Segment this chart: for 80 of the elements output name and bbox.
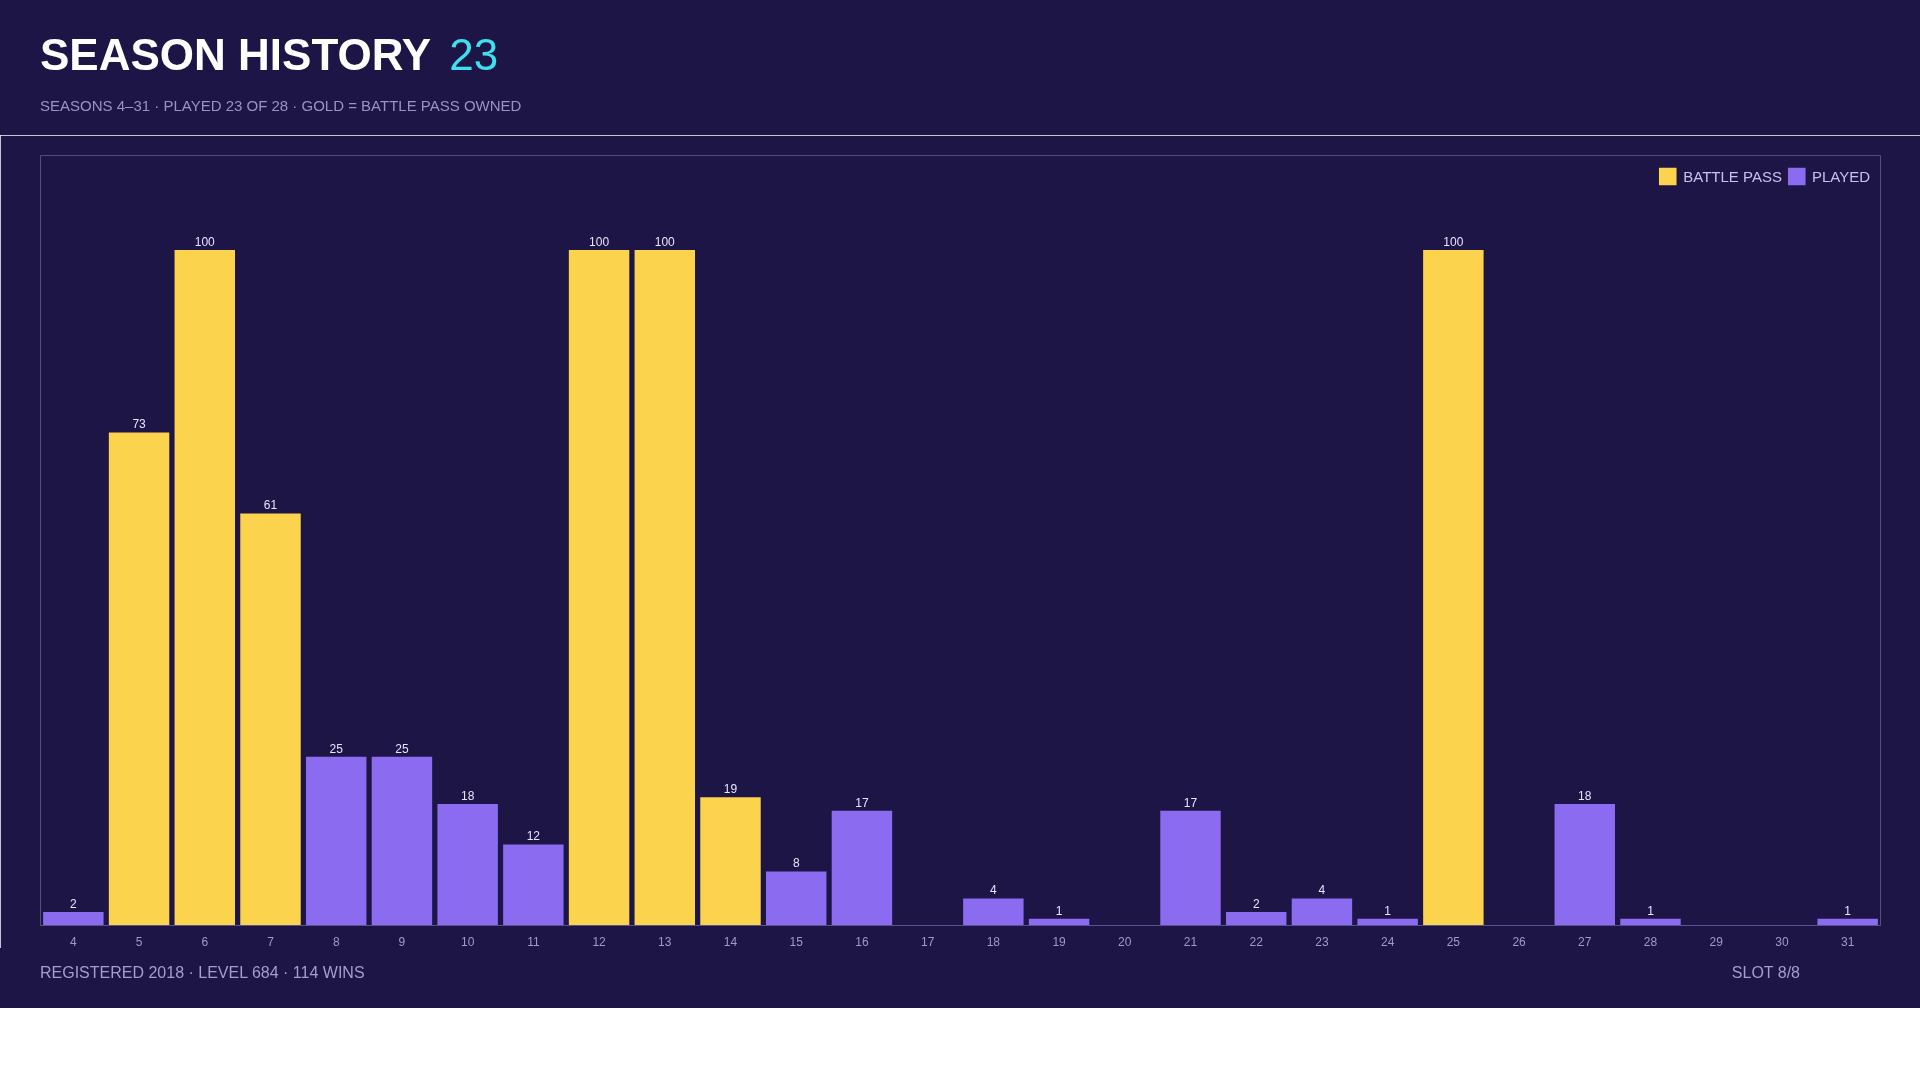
x-tick-label: 31 — [1840, 934, 1855, 949]
data-label: 100 — [194, 235, 216, 250]
x-tick-label: 16 — [855, 934, 869, 949]
x-tick-label: 25 — [1446, 934, 1461, 949]
x-tick-label: 24 — [1380, 934, 1395, 949]
bar — [1817, 918, 1878, 926]
data-label: 1 — [1055, 903, 1063, 918]
bar — [1357, 918, 1418, 926]
x-tick-label: 29 — [1709, 934, 1724, 949]
bar — [371, 756, 433, 926]
x-tick-label: 20 — [1118, 934, 1132, 949]
data-label: 18 — [460, 788, 475, 803]
x-tick-label: 10 — [460, 934, 475, 949]
x-tick-label: 7 — [267, 934, 275, 949]
data-label: 1 — [1647, 903, 1655, 918]
x-tick-label: 23 — [1315, 934, 1329, 949]
legend-label: BATTLE PASS — [1683, 167, 1782, 185]
data-label: 2 — [70, 896, 78, 911]
data-label: 100 — [589, 235, 610, 250]
x-tick-label: 9 — [398, 934, 406, 949]
data-label: 4 — [1318, 883, 1326, 898]
data-label: 1 — [1844, 903, 1852, 918]
bar — [634, 250, 696, 926]
bar — [437, 803, 498, 926]
bar — [963, 898, 1024, 926]
x-tick-label: 8 — [332, 934, 340, 949]
bar — [1423, 250, 1484, 926]
data-label: 73 — [132, 417, 147, 432]
chart-subtitle: SEASONS 4–31 · PLAYED 23 OF 28 · GOLD = BATTLE PASS OWNED — [40, 95, 522, 116]
data-label: 17 — [1183, 795, 1198, 810]
x-tick-label: 26 — [1512, 934, 1527, 949]
x-tick-label: 30 — [1775, 934, 1789, 949]
bar — [1225, 911, 1287, 926]
data-label: 25 — [329, 741, 344, 756]
bar — [568, 250, 630, 926]
x-tick-label: 5 — [135, 934, 143, 949]
bar — [503, 844, 564, 926]
x-tick-label: 28 — [1643, 934, 1658, 949]
x-tick-label: 13 — [658, 934, 672, 949]
legend-label: PLAYED — [1811, 167, 1870, 185]
bar — [1291, 898, 1353, 926]
bar — [174, 250, 236, 926]
bar — [700, 797, 761, 926]
data-label: 17 — [855, 795, 869, 810]
x-tick-label: 14 — [723, 934, 738, 949]
bar — [1620, 918, 1681, 926]
x-tick-label: 11 — [527, 934, 540, 949]
x-tick-label: 27 — [1578, 934, 1592, 949]
data-label: 1 — [1384, 903, 1392, 918]
data-label: 2 — [1252, 896, 1260, 911]
bar — [240, 513, 301, 926]
data-label: 4 — [990, 883, 998, 898]
text: 23 — [449, 30, 499, 79]
x-tick-label: 12 — [592, 934, 607, 949]
bar — [305, 756, 367, 926]
x-tick-label: 15 — [789, 934, 804, 949]
bar — [765, 871, 827, 926]
chart-title: SEASON HISTORY — [40, 30, 432, 79]
text: SLOT 8/8 — [1731, 963, 1800, 983]
x-tick-label: 6 — [201, 934, 209, 949]
x-tick-label: 4 — [70, 934, 78, 949]
data-label: 19 — [723, 782, 738, 797]
data-label: 18 — [1578, 788, 1592, 803]
bar — [108, 432, 170, 926]
x-tick-label: 18 — [986, 934, 1001, 949]
x-tick-label: 17 — [920, 934, 935, 949]
data-label: 100 — [654, 235, 676, 250]
data-label: 12 — [526, 829, 541, 844]
x-tick-label: 22 — [1249, 934, 1264, 949]
text: REGISTERED 2018 · LEVEL 684 · 114 WINS — [40, 963, 365, 983]
bar — [831, 810, 893, 926]
bar — [1554, 803, 1616, 926]
bar — [1160, 810, 1221, 926]
x-tick-label: 21 — [1183, 934, 1198, 949]
data-label: 61 — [263, 498, 278, 513]
data-label: 25 — [395, 741, 409, 756]
bar — [43, 911, 104, 926]
x-tick-label: 19 — [1052, 934, 1067, 949]
data-label: 100 — [1443, 235, 1464, 250]
data-label: 8 — [792, 856, 800, 871]
